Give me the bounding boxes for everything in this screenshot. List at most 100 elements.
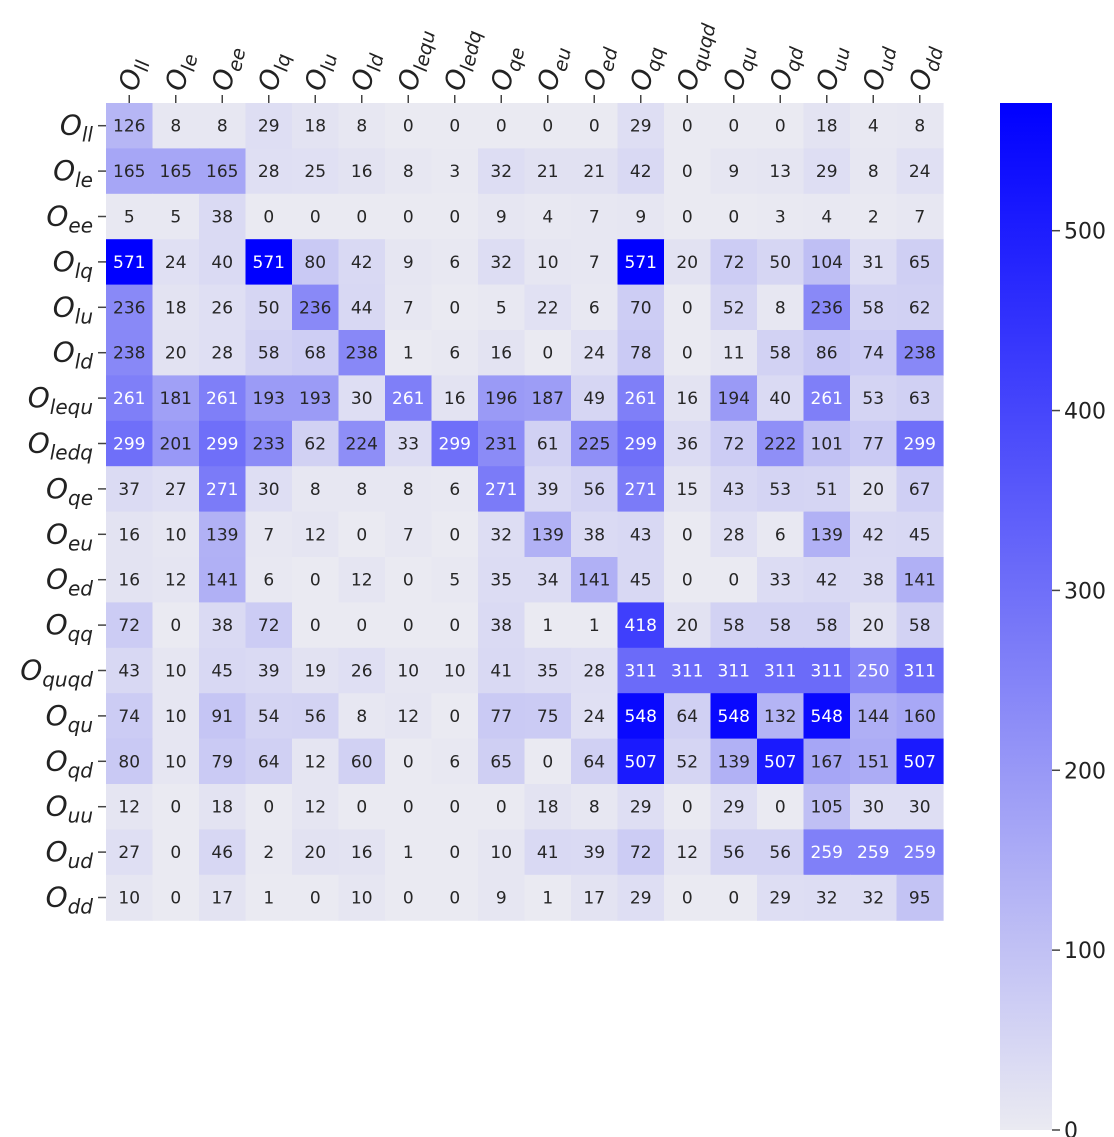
cell-value-label: 58: [723, 616, 745, 636]
heatmap-cell: [106, 284, 154, 331]
row-label: Oed: [46, 563, 93, 601]
cell-value-label: 43: [118, 662, 140, 682]
heatmap-cell: [757, 193, 805, 240]
heatmap-cell: [896, 375, 944, 422]
row-label-sub: qu: [68, 713, 93, 737]
cell-value-label: 10: [490, 843, 512, 863]
cell-value-label: 70: [630, 298, 652, 318]
cell-value-label: 261: [392, 389, 424, 409]
heatmap-cell: [338, 829, 386, 876]
heatmap-cell: [199, 375, 247, 422]
heatmap-cell: [292, 784, 340, 830]
cell-value-label: 6: [449, 253, 460, 273]
cell-value-label: 12: [397, 707, 419, 727]
cell-value-label: 261: [811, 389, 843, 409]
heatmap-cell: [338, 647, 386, 694]
heatmap-cell: [571, 420, 619, 467]
cell-value-label: 0: [310, 889, 321, 909]
heatmap-cell: [571, 647, 619, 694]
heatmap-cell: [152, 511, 200, 558]
cell-value-label: 45: [211, 662, 233, 682]
heatmap-cell: [292, 284, 340, 331]
heatmap-cell: [431, 738, 479, 785]
cell-value-label: 58: [816, 616, 838, 636]
heatmap-cell: [757, 284, 805, 331]
cell-value-label: 10: [118, 889, 140, 909]
column-label-sub: qe: [503, 46, 529, 74]
cell-value-label: 418: [625, 616, 657, 636]
colorbar-tick-label: 100: [1064, 939, 1106, 964]
cell-value-label: 5: [449, 571, 460, 591]
cell-value-label: 10: [165, 752, 187, 772]
heatmap-cell: [385, 375, 433, 422]
cell-value-label: 0: [356, 798, 367, 818]
heatmap-cell: [571, 330, 619, 376]
row-label-sub: ud: [68, 849, 94, 873]
cell-value-label: 201: [160, 435, 192, 455]
heatmap-cell: [106, 239, 154, 286]
column-label: Oquqd: [672, 18, 721, 94]
heatmap-cell: [478, 420, 526, 467]
cell-value-label: 58: [862, 298, 884, 318]
cell-value-label: 0: [449, 525, 460, 545]
heatmap-cell: [338, 693, 386, 740]
heatmap-cell: [617, 829, 665, 876]
cell-value-label: 16: [490, 344, 512, 364]
cell-value-label: 74: [118, 707, 140, 727]
column-label: Oledq: [439, 26, 486, 94]
cell-value-label: 8: [217, 117, 228, 137]
cell-value-label: 39: [583, 843, 605, 863]
heatmap-cell: [385, 193, 433, 240]
heatmap-cell: [710, 466, 758, 513]
heatmap-cell: [478, 193, 526, 240]
cell-value-label: 0: [542, 117, 553, 137]
heatmap-cell: [617, 557, 665, 603]
row-label: Olq: [53, 245, 93, 283]
heatmap-cell: [803, 193, 851, 240]
heatmap-cell: [524, 330, 572, 376]
cell-value-label: 0: [449, 798, 460, 818]
heatmap-cell: [850, 193, 898, 240]
cell-value-label: 12: [351, 571, 373, 591]
cell-value-label: 250: [857, 662, 889, 682]
cell-value-label: 7: [914, 208, 925, 228]
cell-value-label: 224: [346, 435, 378, 455]
cell-value-label: 29: [630, 889, 652, 909]
row-label-main: O: [46, 563, 68, 596]
row-label-main: O: [53, 245, 75, 278]
cell-value-label: 5: [124, 208, 135, 228]
cell-value-label: 5: [170, 208, 181, 228]
heatmap-cell: [757, 420, 805, 467]
cell-value-label: 61: [537, 435, 559, 455]
cell-value-label: 60: [351, 752, 373, 772]
heatmap-cell: [803, 829, 851, 876]
heatmap-cell: [199, 738, 247, 785]
heatmap-cell: [757, 602, 805, 649]
cell-value-label: 10: [537, 253, 559, 273]
heatmap-cell: [106, 193, 154, 240]
heatmap-cell: [199, 420, 247, 467]
row-label-main: O: [46, 472, 68, 505]
column-label: Oqq: [625, 43, 669, 95]
heatmap-cell: [896, 693, 944, 740]
heatmap-cell: [850, 693, 898, 740]
cell-value-label: 72: [630, 843, 652, 863]
row-label: Old: [53, 336, 94, 374]
column-label: Oed: [579, 42, 623, 94]
cell-value-label: 75: [537, 707, 559, 727]
heatmap-cell: [896, 103, 944, 149]
heatmap-cell: [524, 602, 572, 649]
cell-value-label: 21: [537, 162, 559, 182]
cell-value-label: 17: [211, 889, 233, 909]
heatmap-cell: [664, 239, 712, 286]
heatmap-cell: [524, 557, 572, 603]
cell-value-label: 507: [625, 752, 657, 772]
cell-value-label: 29: [769, 889, 791, 909]
heatmap-cell: [106, 511, 154, 558]
cell-value-label: 41: [490, 662, 512, 682]
cell-value-label: 11: [723, 344, 745, 364]
heatmap-cell: [896, 239, 944, 286]
cell-value-label: 42: [630, 162, 652, 182]
column-label: Ouu: [811, 43, 855, 95]
